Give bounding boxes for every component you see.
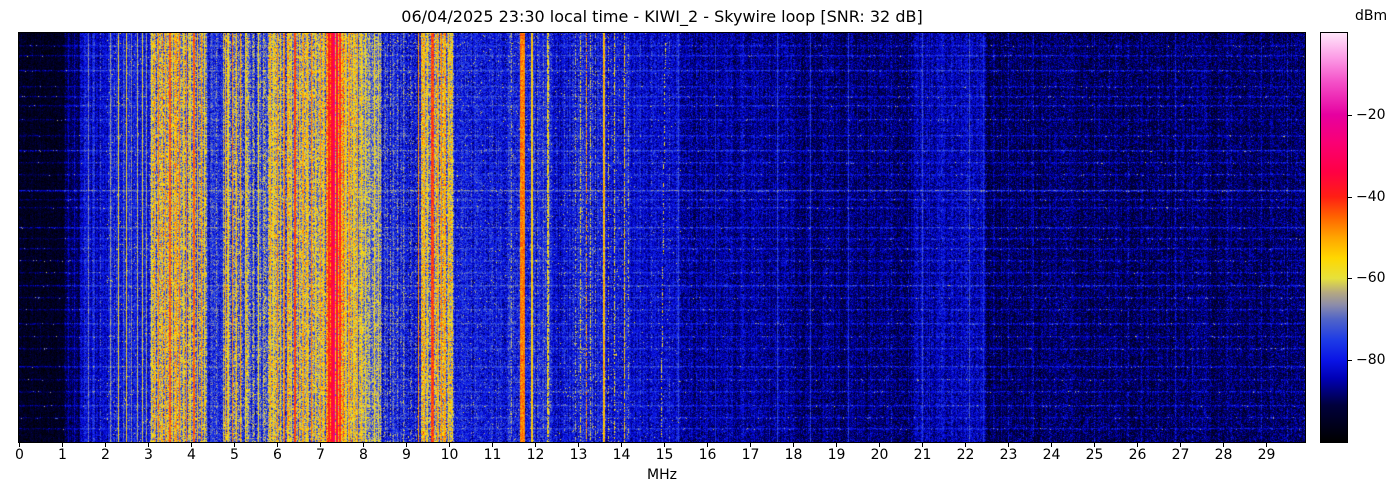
x-tick-mark: [148, 443, 149, 447]
x-tick-label: 12: [526, 447, 545, 463]
chart-title: 06/04/2025 23:30 local time - KIWI_2 - S…: [401, 7, 923, 26]
x-tick-mark: [1180, 443, 1181, 447]
x-tick-mark: [793, 443, 794, 447]
x-tick-label: 9: [402, 447, 411, 463]
x-tick-label: 1: [58, 447, 67, 463]
x-tick-label: 24: [1042, 447, 1061, 463]
x-tick-mark: [1008, 443, 1009, 447]
x-tick-label: 26: [1128, 447, 1147, 463]
x-tick-label: 10: [440, 447, 459, 463]
x-tick-label: 6: [273, 447, 282, 463]
x-tick-label: 8: [359, 447, 368, 463]
x-tick-label: 0: [15, 447, 24, 463]
colorbar-tick-label: −40: [1356, 189, 1386, 205]
x-tick-label: 27: [1171, 447, 1190, 463]
x-tick-mark: [965, 443, 966, 447]
x-tick-label: 4: [187, 447, 196, 463]
x-tick-mark: [234, 443, 235, 447]
x-tick-label: 20: [870, 447, 889, 463]
x-tick-label: 22: [956, 447, 975, 463]
x-tick-mark: [191, 443, 192, 447]
x-tick-mark: [1051, 443, 1052, 447]
colorbar-tick-label: −60: [1356, 270, 1386, 286]
x-tick-label: 29: [1257, 447, 1276, 463]
x-tick-label: 3: [144, 447, 153, 463]
x-tick-label: 11: [483, 447, 502, 463]
x-tick-mark: [1266, 443, 1267, 447]
x-tick-label: 25: [1085, 447, 1104, 463]
x-tick-label: 7: [316, 447, 325, 463]
x-tick-mark: [1137, 443, 1138, 447]
x-tick-mark: [19, 443, 20, 447]
x-tick-mark: [578, 443, 579, 447]
x-tick-mark: [363, 443, 364, 447]
x-tick-label: 2: [101, 447, 110, 463]
plot-area: [18, 32, 1306, 443]
colorbar-tick-mark: [1348, 360, 1352, 361]
x-tick-mark: [105, 443, 106, 447]
colorbar-tick-mark: [1348, 115, 1352, 116]
colorbar-tick-mark: [1348, 197, 1352, 198]
x-tick-label: 15: [655, 447, 674, 463]
x-tick-mark: [707, 443, 708, 447]
x-tick-label: 17: [741, 447, 760, 463]
x-tick-mark: [750, 443, 751, 447]
x-tick-mark: [922, 443, 923, 447]
colorbar: [1320, 32, 1348, 443]
x-tick-mark: [320, 443, 321, 447]
x-tick-mark: [664, 443, 665, 447]
x-axis-label: MHz: [647, 467, 677, 483]
x-tick-label: 5: [230, 447, 239, 463]
x-tick-mark: [277, 443, 278, 447]
x-tick-mark: [1223, 443, 1224, 447]
x-tick-mark: [879, 443, 880, 447]
x-tick-mark: [1094, 443, 1095, 447]
x-tick-label: 28: [1214, 447, 1233, 463]
colorbar-tick-label: −20: [1356, 107, 1386, 123]
x-tick-mark: [836, 443, 837, 447]
x-tick-label: 19: [827, 447, 846, 463]
x-tick-label: 18: [784, 447, 803, 463]
x-tick-mark: [621, 443, 622, 447]
x-tick-label: 13: [569, 447, 588, 463]
x-tick-mark: [492, 443, 493, 447]
x-tick-label: 14: [612, 447, 631, 463]
x-tick-label: 21: [913, 447, 932, 463]
colorbar-tick-mark: [1348, 278, 1352, 279]
x-tick-mark: [406, 443, 407, 447]
x-tick-label: 16: [698, 447, 717, 463]
spectrogram-canvas: [19, 33, 1305, 442]
x-tick-mark: [449, 443, 450, 447]
colorbar-unit-label: dBm: [1355, 8, 1388, 24]
colorbar-tick-label: −80: [1356, 352, 1386, 368]
x-tick-label: 23: [999, 447, 1018, 463]
x-tick-mark: [62, 443, 63, 447]
x-tick-mark: [535, 443, 536, 447]
